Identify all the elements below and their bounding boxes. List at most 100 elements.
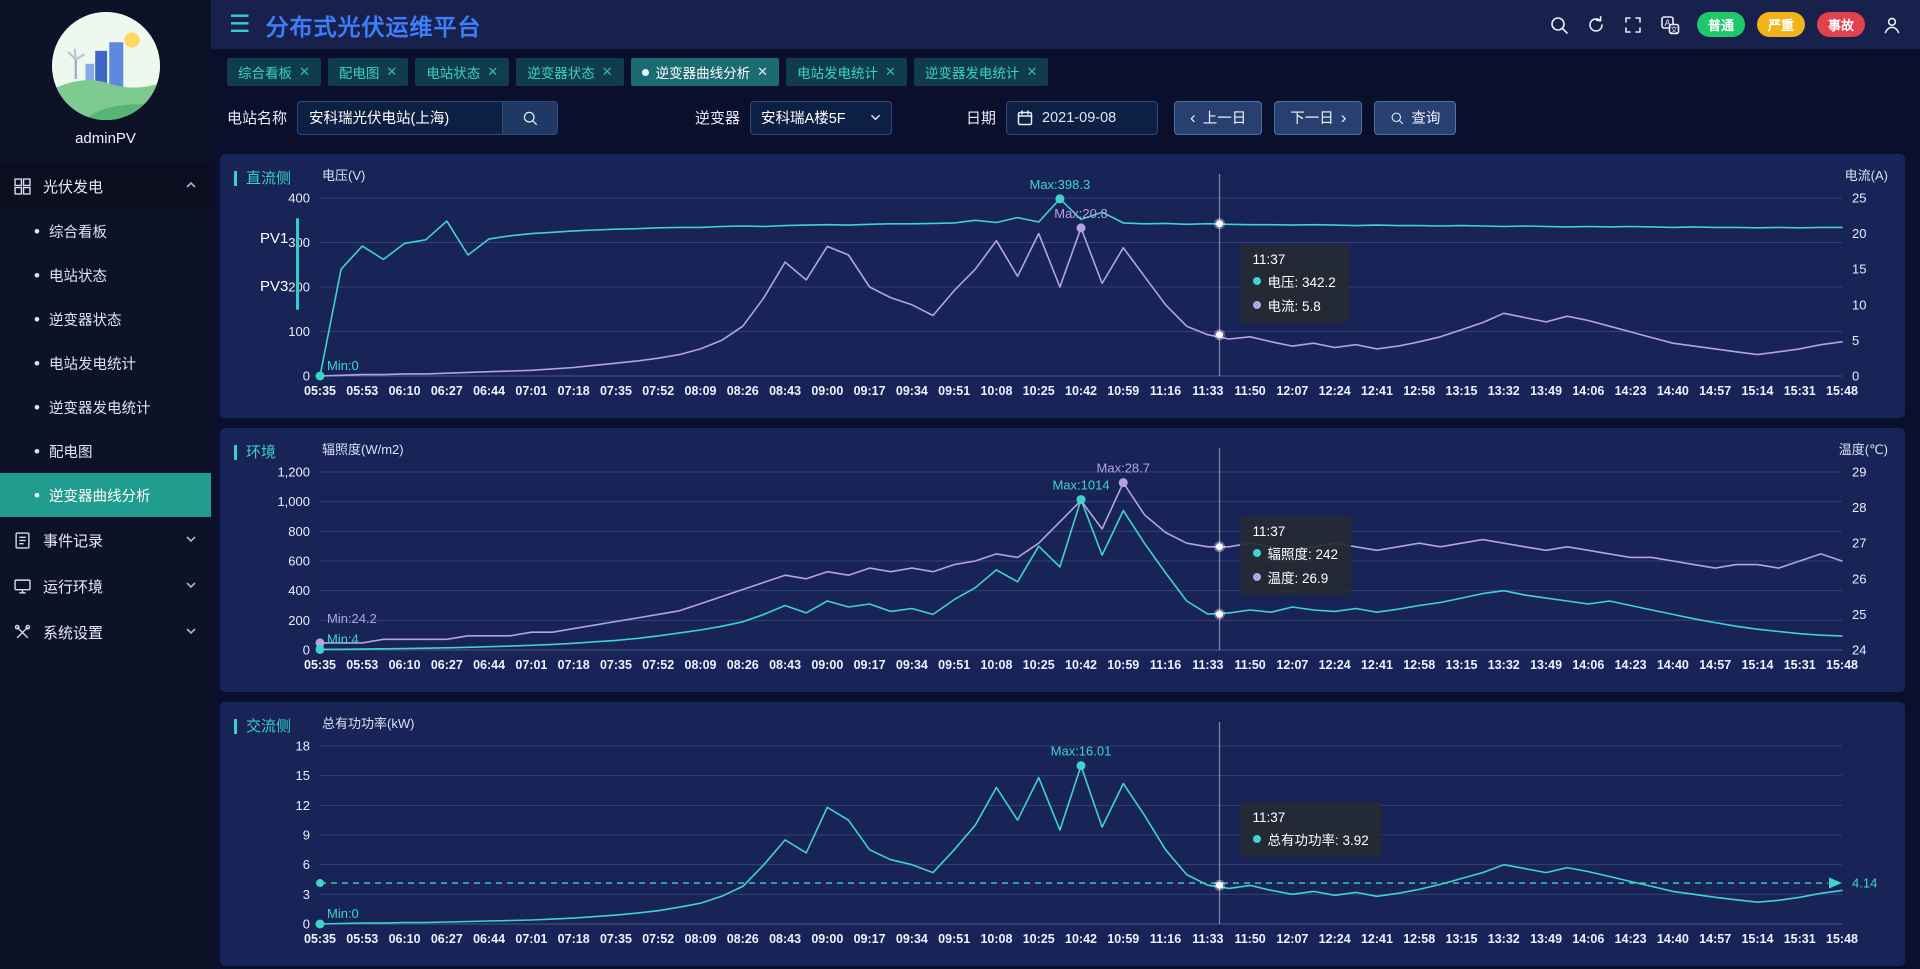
inverter-select[interactable]: 安科瑞A楼5F [750,100,893,135]
svg-text:11:16: 11:16 [1150,658,1181,672]
tab-label: 逆变器发电统计 [924,66,1020,81]
close-icon[interactable]: ✕ [487,64,499,79]
sidebar-subitem-逆变器曲线分析[interactable]: • 逆变器曲线分析 [0,473,211,517]
svg-text:08:43: 08:43 [769,658,801,672]
pv-tab-PV3[interactable]: PV3 [260,277,289,295]
svg-text:08:43: 08:43 [769,932,801,946]
svg-text:08:09: 08:09 [685,384,717,398]
close-icon[interactable]: ✕ [757,64,769,79]
chart-canvas[interactable]: 0 100 200 300 400 0 5 10 15 20 25 电压(V) 电流(A) 05:35 05… [220,154,1905,418]
svg-text:12:58: 12:58 [1403,384,1435,398]
tab-逆变器曲线分析[interactable]: 逆变器曲线分析 ✕ [630,58,780,86]
svg-text:07:52: 07:52 [642,932,674,946]
tab-逆变器发电统计[interactable]: 逆变器发电统计 ✕ [913,58,1049,86]
prev-day-button[interactable]: ‹ 上一日 [1174,100,1263,135]
svg-text:06:27: 06:27 [431,932,463,946]
svg-text:10:42: 10:42 [1065,384,1097,398]
panel-label: 直流侧 [234,171,291,186]
svg-text:09:51: 09:51 [938,658,970,672]
sidebar-item-光伏发电[interactable]: 光伏发电 [0,163,211,209]
close-icon[interactable]: ✕ [885,64,896,79]
chart-canvas[interactable]: 0 200 400 600 800 1,000 1,200 24 25 26 27 28 29 辐照度(W… [220,428,1905,692]
sidebar-item-系统设置[interactable]: 系统设置 [0,609,211,655]
svg-text:07:52: 07:52 [642,658,674,672]
svg-text:07:18: 07:18 [558,658,590,672]
svg-text:09:00: 09:00 [811,658,843,672]
filter-bar: 电站名称 安科瑞光伏电站(上海) 逆变器 安科瑞A楼5F 日期 2021-09-… [211,93,1920,142]
svg-text:10:08: 10:08 [980,384,1012,398]
sidebar-subitem-配电图[interactable]: • 配电图 [0,429,211,473]
close-icon[interactable]: ✕ [299,64,310,79]
svg-text:26: 26 [1852,571,1866,586]
sidebar-subitem-label: 逆变器状态 [48,312,122,329]
close-icon[interactable]: ✕ [1026,64,1038,79]
pv-tabs-scrollbar[interactable] [296,218,299,310]
sidebar-subitem-电站发电统计[interactable]: • 电站发电统计 [0,341,211,385]
svg-text:07:35: 07:35 [600,658,632,672]
svg-text:200: 200 [288,280,310,295]
svg-text:0: 0 [303,643,310,658]
sidebar-subitem-电站状态[interactable]: • 电站状态 [0,253,211,297]
svg-text:15:48: 15:48 [1826,932,1858,946]
search-icon [1390,111,1404,125]
svg-text:11:16: 11:16 [1150,932,1181,946]
tab-label: 电站状态 [426,66,481,81]
svg-text:Max:1014: Max:1014 [1052,478,1109,493]
fullscreen-icon[interactable] [1623,15,1643,35]
svg-text:电压(V): 电压(V) [322,168,365,183]
pv-tab-PV1[interactable]: PV1 [260,229,289,247]
sidebar-item-事件记录[interactable]: 事件记录 [0,517,211,563]
close-icon[interactable]: ✕ [386,64,398,79]
alarm-badge-严重[interactable]: 严重 [1756,12,1805,37]
svg-text:14:06: 14:06 [1572,932,1604,946]
sidebar-subitem-label: 电站状态 [48,268,107,285]
svg-text:Min:0: Min:0 [327,906,359,921]
next-day-button[interactable]: 下一日 › [1274,100,1363,135]
svg-text:15:48: 15:48 [1826,658,1858,672]
tab-电站发电统计[interactable]: 电站发电统计 ✕ [786,58,907,86]
tab-逆变器状态[interactable]: 逆变器状态 ✕ [516,58,624,86]
svg-text:14:40: 14:40 [1657,384,1689,398]
query-button[interactable]: 查询 [1374,100,1457,135]
sidebar-item-运行环境[interactable]: 运行环境 [0,563,211,609]
tab-电站状态[interactable]: 电站状态 ✕ [415,58,510,86]
sidebar-subitem-label: 逆变器发电统计 [48,400,151,417]
svg-text:9: 9 [303,828,310,843]
refresh-icon[interactable] [1586,15,1606,35]
chart-canvas[interactable]: 0 3 6 9 12 15 18 总有功功率(kW) 05:35 05:53 06:10 06:27 0… [220,702,1905,966]
sidebar-subitem-逆变器状态[interactable]: • 逆变器状态 [0,297,211,341]
svg-text:600: 600 [288,554,310,569]
svg-text:18: 18 [296,739,310,754]
tab-综合看板[interactable]: 综合看板 ✕ [227,58,321,86]
chevron-right-icon: › [1340,108,1347,127]
sidebar-subitem-逆变器发电统计[interactable]: • 逆变器发电统计 [0,385,211,429]
tab-配电图[interactable]: 配电图 ✕ [327,58,409,86]
alarm-badge-事故[interactable]: 事故 [1816,12,1865,37]
svg-text:10:08: 10:08 [980,658,1012,672]
svg-text:14:23: 14:23 [1615,384,1647,398]
hamburger-menu-icon[interactable]: ☰ [229,10,251,38]
sidebar-subitem-label: 综合看板 [48,224,107,241]
svg-text:3: 3 [303,887,310,902]
svg-text:10:08: 10:08 [980,932,1012,946]
app-title: 分布式光伏运维平台 [265,13,482,40]
svg-text:10:59: 10:59 [1107,932,1139,946]
panel-label: 交流侧 [234,719,291,734]
date-input[interactable]: 2021-09-08 [1006,100,1159,135]
station-search-button[interactable] [502,100,559,135]
alarm-badge-普通[interactable]: 普通 [1696,12,1745,37]
svg-text:09:00: 09:00 [811,932,843,946]
svg-text:13:32: 13:32 [1488,658,1520,672]
user-icon[interactable] [1882,15,1902,35]
svg-text:06:44: 06:44 [473,932,505,946]
sidebar-subitem-综合看板[interactable]: • 综合看板 [0,209,211,253]
svg-text:12:41: 12:41 [1361,658,1393,672]
svg-text:Min:0: Min:0 [327,358,359,373]
svg-text:15:31: 15:31 [1784,384,1816,398]
station-name-input[interactable]: 安科瑞光伏电站(上海) [297,100,503,135]
search-icon[interactable] [1549,15,1569,35]
close-icon[interactable]: ✕ [601,64,613,79]
